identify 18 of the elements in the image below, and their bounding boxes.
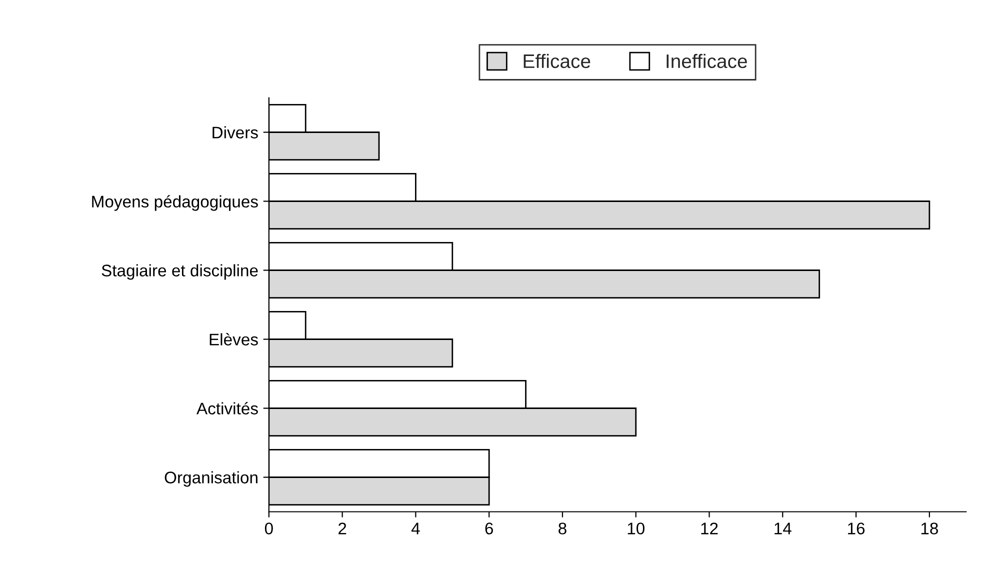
x-tick-label: 14: [774, 522, 792, 534]
y-tick-label: Stagiaire et discipline: [102, 264, 258, 280]
x-tick-label: 0: [264, 522, 273, 534]
y-tick-label: Moyens pédagogiques: [92, 195, 258, 211]
x-tick-label: 6: [485, 522, 493, 534]
x-tick-label: 2: [338, 522, 346, 534]
y-tick-label: Organisation: [164, 471, 258, 487]
x-tick-label: 12: [701, 522, 718, 534]
x-tick-label: 18: [921, 522, 938, 534]
x-tick-label: 8: [558, 522, 566, 534]
x-tick-label: 16: [848, 522, 865, 534]
legend-label: Efficace: [524, 54, 590, 68]
legend-label: Inefficace: [666, 54, 747, 68]
x-tick-label: 10: [628, 522, 644, 534]
x-tick-label: 4: [411, 522, 420, 534]
y-tick-label: Activités: [196, 402, 258, 414]
y-tick-label: Divers: [212, 126, 258, 138]
y-tick-label: Elèves: [210, 333, 258, 346]
